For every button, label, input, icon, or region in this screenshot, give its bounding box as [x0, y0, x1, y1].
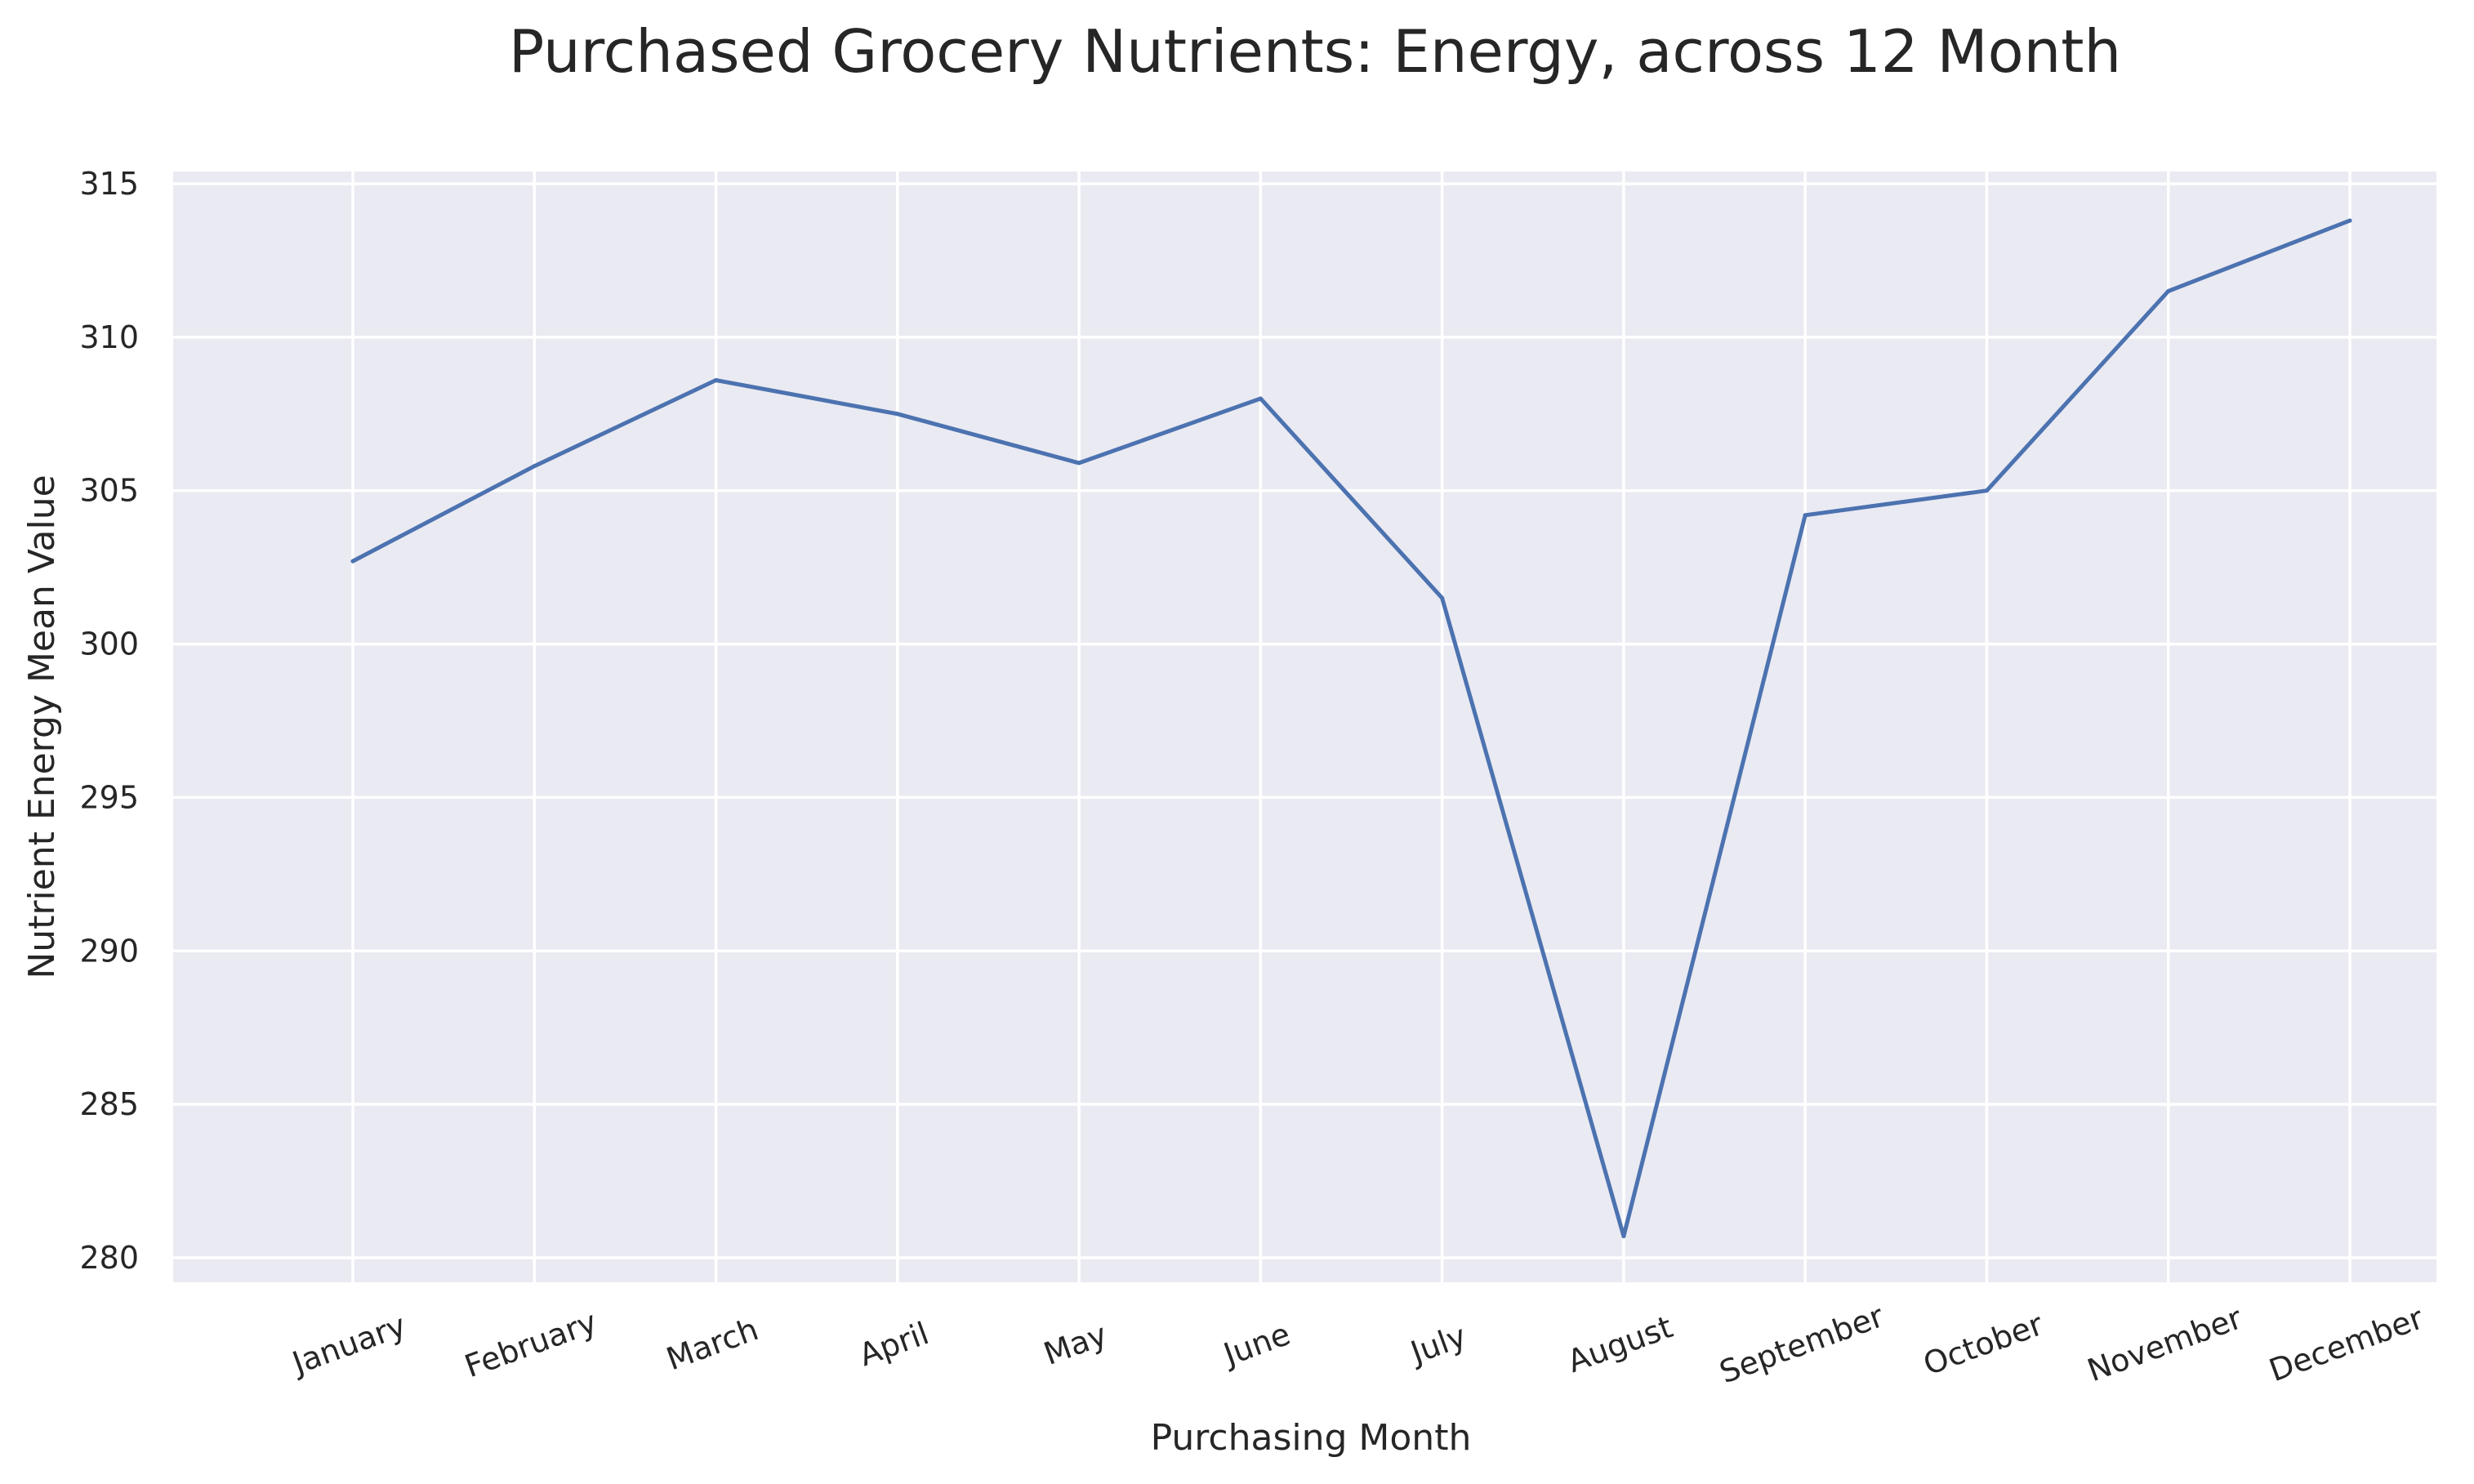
data-point — [1984, 488, 1989, 493]
x-tick-label: March — [662, 1311, 763, 1377]
data-point — [2347, 218, 2352, 223]
y-tick-label: 280 — [79, 1240, 139, 1276]
data-point — [532, 464, 537, 469]
x-tick-label: May — [1039, 1317, 1112, 1372]
x-tick-label: September — [1715, 1298, 1889, 1390]
x-tick-label: February — [460, 1304, 601, 1384]
x-tick-labels: January February March April May June July Augu… — [286, 1298, 2428, 1390]
y-tick-label: 305 — [79, 473, 139, 509]
x-tick-label: November — [2083, 1299, 2247, 1388]
y-tick-label: 285 — [79, 1086, 139, 1122]
plot-area — [173, 172, 2436, 1282]
y-tick-label: 310 — [79, 319, 139, 355]
y-tick-label: 315 — [79, 166, 139, 202]
y-tick-labels: 280 285 290 295 300 305 310 315 — [79, 166, 139, 1276]
x-tick-label: June — [1218, 1316, 1295, 1373]
x-tick-label: August — [1562, 1308, 1677, 1379]
data-point — [1803, 513, 1808, 518]
x-tick-label: April — [854, 1315, 934, 1373]
data-point — [1077, 461, 1081, 466]
x-tick-label: December — [2264, 1299, 2428, 1388]
data-point — [1440, 595, 1445, 600]
data-point — [714, 377, 719, 382]
series-line — [350, 218, 2352, 1239]
y-tick-label: 300 — [79, 626, 139, 662]
data-point — [1621, 1234, 1626, 1239]
x-tick-label: October — [1919, 1306, 2048, 1382]
x-axis-label: Purchasing Month — [1151, 1417, 1472, 1459]
y-tick-label: 290 — [79, 933, 139, 969]
x-tick-label: July — [1405, 1317, 1471, 1370]
y-tick-label: 295 — [79, 779, 139, 815]
data-point — [1258, 396, 1263, 401]
data-point — [350, 559, 355, 564]
y-gridlines — [173, 182, 2436, 1259]
y-axis-label: Nutrient Energy Mean Value — [21, 475, 63, 978]
data-point — [895, 412, 900, 417]
chart-title: Purchased Grocery Nutrients: Energy, acr… — [509, 17, 2121, 86]
series-layer — [350, 218, 2352, 1239]
x-gridlines — [351, 172, 2351, 1282]
data-point — [2166, 289, 2171, 294]
x-tick-label: January — [286, 1307, 410, 1381]
